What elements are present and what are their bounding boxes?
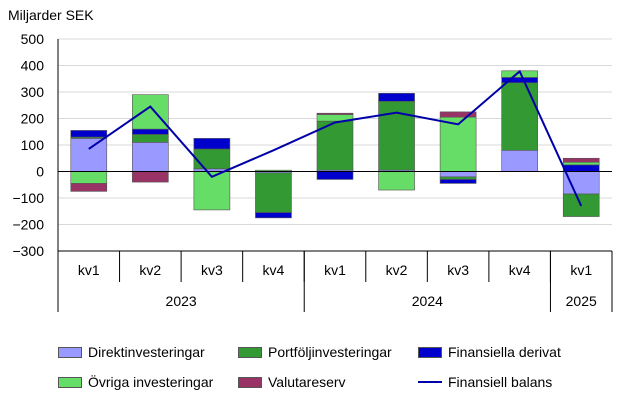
bar-segment: [439, 179, 477, 184]
y-tick-label: 100: [21, 137, 45, 153]
x-tick-label: kv1: [570, 262, 592, 278]
y-tick-label: 200: [21, 111, 45, 127]
bar-segment: [193, 148, 231, 170]
y-axis-tick-labels: 500 400 300 200 100 0 −100 −200 −300: [12, 31, 44, 259]
x-tick-label: kv1: [78, 262, 100, 278]
bar-segment: [255, 212, 292, 219]
legend-item-valutareserv: Valutareserv: [238, 374, 346, 390]
x-tick-label: kv4: [263, 262, 285, 278]
bar-segment: [132, 171, 169, 183]
y-axis-title: Miljarder SEK: [8, 7, 94, 23]
balance-line: [88, 69, 583, 207]
bar-segment: [255, 172, 292, 213]
bar-segment: [70, 130, 108, 138]
x-tick-label: kv2: [386, 262, 408, 278]
y-tick-label: 400: [21, 58, 45, 74]
bar-segment: [132, 134, 169, 143]
legend-label-valutareserv: Valutareserv: [268, 374, 346, 390]
legend-label-ovriga-investeringar: Övriga investeringar: [88, 374, 214, 390]
y-tick-label: −200: [12, 217, 44, 233]
y-tick-label: 0: [36, 164, 44, 180]
legend-item-finansiell-balans: Finansiell balans: [418, 374, 552, 390]
bar-segment: [378, 93, 415, 102]
x-tick-label: kv2: [139, 262, 161, 278]
bar-segment: [193, 171, 231, 211]
bars: [70, 70, 600, 219]
legend-item-finansiella-derivat: Finansiella derivat: [418, 344, 561, 360]
bar-segment: [562, 161, 600, 166]
legend-label-finansiella-derivat: Finansiella derivat: [448, 344, 561, 360]
x-tick-label: kv3: [447, 262, 469, 278]
legend-swatch-valutareserv: [238, 376, 262, 388]
y-tick-label: −100: [12, 190, 44, 206]
bar-segment: [132, 94, 169, 130]
y-tick-label: −300: [12, 243, 44, 259]
bar-segment: [378, 100, 415, 171]
year-label: 2025: [566, 293, 597, 309]
bar-segment: [562, 164, 600, 172]
legend-swatch-ovriga-investeringar: [58, 376, 82, 388]
legend-item-ovriga-investeringar: Övriga investeringar: [58, 374, 213, 390]
x-tick-label: kv4: [509, 262, 531, 278]
legend-swatch-portfoljinvesteringar: [238, 346, 262, 358]
bar-segment: [70, 183, 108, 192]
legend-swatch-finansiella-derivat: [418, 346, 442, 358]
bar-segment: [70, 138, 108, 172]
bar-segment: [562, 171, 600, 195]
bar-segment: [132, 142, 169, 172]
legend-swatch-direktinvesteringar: [58, 346, 82, 358]
legend-label-finansiell-balans: Finansiell balans: [448, 374, 553, 390]
legend-label-direktinvesteringar: Direktinvesteringar: [88, 344, 205, 360]
bar-segment: [501, 82, 538, 151]
bar-segment: [132, 128, 169, 135]
bar-segment: [378, 171, 415, 191]
x-tick-label: kv1: [324, 262, 346, 278]
year-label: 2024: [412, 293, 443, 309]
bar-segment: [316, 171, 354, 180]
legend-label-portfoljinvesteringar: Portföljinvesteringar: [268, 344, 392, 360]
x-tick-label: kv3: [201, 262, 223, 278]
legend-swatch-finansiell-balans: [418, 381, 442, 383]
bar-segment: [439, 111, 477, 118]
bar-segment: [501, 150, 538, 172]
x-axis: kv1 kv2 kv3 kv4 kv1 kv2 kv3 kv4 kv1 2023 2024 2025: [57, 39, 613, 312]
bar-segment: [562, 157, 600, 163]
y-tick-label: 300: [21, 84, 45, 100]
legend: Direktinvesteringar Portföljinvesteringa…: [0, 336, 629, 402]
y-tick-label: 500: [21, 31, 45, 47]
bar-segment: [439, 171, 477, 178]
legend-item-direktinvesteringar: Direktinvesteringar: [58, 344, 205, 360]
bar-segment: [70, 171, 108, 184]
bar-segment: [439, 116, 477, 172]
balance-line-path: [88, 69, 583, 207]
bar-segment: [439, 176, 477, 180]
year-label: 2023: [166, 293, 197, 309]
chart: Miljarder SEK 500 400 300 200 100 0 −100 −200 −3…: [8, 7, 613, 312]
bar-segment: [316, 112, 354, 115]
bar-segment: [193, 138, 231, 150]
legend-item-portfoljinvesteringar: Portföljinvesteringar: [238, 344, 392, 360]
